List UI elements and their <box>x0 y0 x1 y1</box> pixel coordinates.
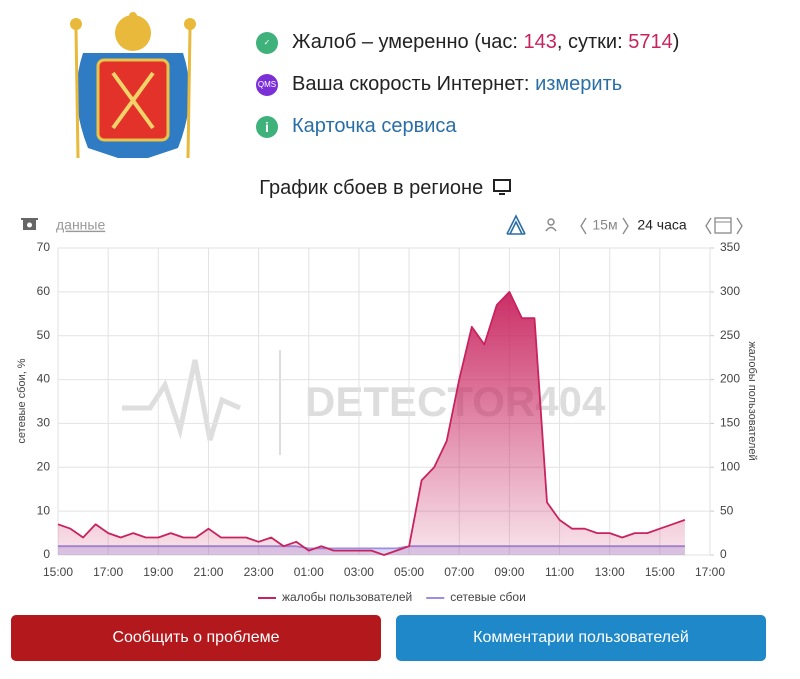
y-tick-label: 60 <box>37 284 51 298</box>
x-tick-label: 15:00 <box>645 565 675 579</box>
prev-day[interactable] <box>705 217 712 235</box>
button-label: Комментарии пользователей <box>473 629 689 646</box>
status-text: ) <box>672 31 680 53</box>
chart-title: График сбоев в регионе <box>0 177 770 200</box>
card-link[interactable]: Карточка сервиса <box>292 115 457 137</box>
y2-tick-label: 300 <box>720 284 740 298</box>
prev-chevron[interactable] <box>580 217 587 235</box>
y2-axis-label: жалобы пользователей <box>746 341 758 460</box>
x-tick-label: 13:00 <box>595 565 625 579</box>
next-chevron[interactable] <box>622 217 629 235</box>
legend-label: сетевые сбои <box>450 590 526 604</box>
x-tick-label: 21:00 <box>193 565 223 579</box>
y2-tick-label: 200 <box>720 372 740 386</box>
qms-icon: QMS <box>256 73 278 96</box>
y-tick-label: 0 <box>43 547 50 561</box>
y-tick-label: 10 <box>37 503 51 517</box>
x-tick-label: 11:00 <box>545 565 574 579</box>
y-tick-label: 70 <box>37 240 51 254</box>
camera-icon[interactable] <box>21 218 38 230</box>
x-tick-label: 05:00 <box>394 565 424 579</box>
report-button[interactable]: Сообщить о проблеме <box>11 615 381 661</box>
comments-button[interactable]: Комментарии пользователей <box>396 615 766 661</box>
measure-link[interactable]: измерить <box>535 73 623 95</box>
period[interactable]: 24 часа <box>637 217 687 233</box>
series-area <box>58 291 685 555</box>
next-day[interactable] <box>736 217 743 235</box>
y2-tick-label: 0 <box>720 547 727 561</box>
legend-label: жалобы пользователей <box>282 590 412 604</box>
period-short[interactable]: 15м <box>592 217 617 233</box>
x-tick-label: 15:00 <box>43 565 73 579</box>
x-tick-label: 01:00 <box>294 565 324 579</box>
x-tick-label: 03:00 <box>344 565 374 579</box>
data-link[interactable]: данные <box>56 217 105 233</box>
calendar-icon[interactable] <box>714 217 732 234</box>
x-tick-label: 09:00 <box>494 565 524 579</box>
monitor-icon <box>492 179 511 195</box>
y-tick-label: 50 <box>37 328 51 342</box>
x-tick-label: 23:00 <box>244 565 274 579</box>
series-line <box>57 291 686 556</box>
card-status: i Карточка сервиса <box>256 115 457 138</box>
chart: данные 15м 24 часа DETECTOR404 сетевые с… <box>16 214 758 604</box>
y2-tick-label: 100 <box>720 459 740 473</box>
y2-tick-label: 150 <box>720 416 740 430</box>
hour-count: 143 <box>523 31 557 53</box>
speed-text: Ваша скорость Интернет: <box>292 73 530 95</box>
emblem <box>70 12 196 159</box>
status-text: , сутки: <box>556 31 623 53</box>
x-tick-label: 07:00 <box>444 565 474 579</box>
user-icon[interactable] <box>545 218 557 232</box>
complaints-status: ✓ Жалоб – умеренно (час: 143, сутки: 571… <box>256 31 679 54</box>
chart-title-text: График сбоев в регионе <box>259 177 484 199</box>
day-count: 5714 <box>628 31 673 53</box>
y2-tick-label: 250 <box>720 328 740 342</box>
info-icon: i <box>256 115 278 138</box>
y-axis-label: сетевые сбои, % <box>16 358 28 443</box>
y-tick-label: 30 <box>37 416 51 430</box>
status-text: Жалоб – умеренно (час: <box>292 31 518 53</box>
y-tick-label: 20 <box>37 459 51 473</box>
x-tick-label: 17:00 <box>695 565 725 579</box>
y2-tick-label: 350 <box>720 240 740 254</box>
x-tick-label: 17:00 <box>93 565 123 579</box>
button-label: Сообщить о проблеме <box>112 629 280 646</box>
x-tick-label: 19:00 <box>143 565 173 579</box>
check-icon: ✓ <box>256 31 278 54</box>
y2-tick-label: 50 <box>720 503 734 517</box>
y-tick-label: 40 <box>37 372 51 386</box>
area-mode-icon[interactable] <box>506 214 526 235</box>
speed-status: QMS Ваша скорость Интернет: измерить <box>256 73 622 96</box>
